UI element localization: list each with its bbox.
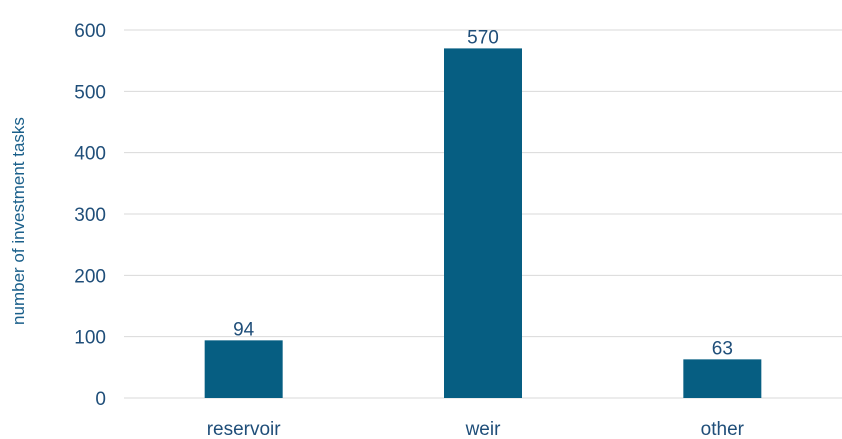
y-tick-label: 400 (74, 144, 106, 165)
bar-reservoir (204, 340, 283, 398)
data-label-other: 63 (712, 338, 733, 359)
y-tick-label: 0 (95, 389, 106, 410)
x-tick-label-reservoir: reservoir (207, 419, 282, 439)
data-label-weir: 570 (467, 27, 499, 48)
x-axis-ticks: reservoir weir other (207, 419, 745, 439)
data-labels: 94 570 63 (233, 27, 733, 359)
bar-weir (444, 48, 522, 399)
x-tick-label-other: other (701, 419, 745, 439)
y-axis-label: number of investment tasks (9, 117, 28, 325)
y-axis-ticks: 0 100 200 300 400 500 600 (74, 21, 106, 410)
y-tick-label: 300 (74, 205, 106, 226)
y-tick-label: 600 (74, 21, 106, 42)
bar-other (683, 359, 762, 398)
y-tick-label: 100 (74, 328, 106, 349)
x-tick-label-weir: weir (465, 419, 502, 439)
y-tick-label: 200 (74, 266, 106, 287)
bars (204, 48, 762, 399)
data-label-reservoir: 94 (233, 319, 255, 340)
y-tick-label: 500 (74, 82, 106, 103)
